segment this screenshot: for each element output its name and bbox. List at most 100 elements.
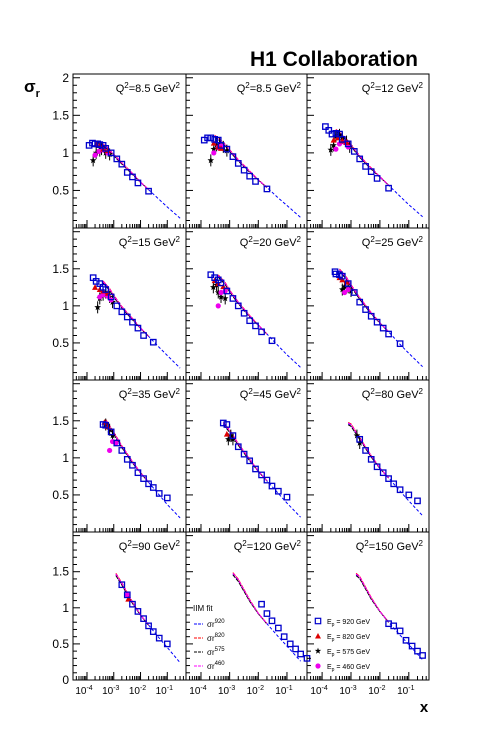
point-920-gev — [350, 289, 358, 296]
point-920-gev — [274, 624, 282, 632]
point-920-gev — [390, 622, 398, 630]
point-575-gev — [213, 141, 220, 149]
panel-q2-120-10: Q2=120 GeV2 — [185, 535, 311, 681]
point-920-gev — [234, 302, 242, 310]
point-920-gev — [356, 435, 364, 443]
point-920-gev — [274, 487, 282, 495]
point-575-gev — [223, 147, 231, 154]
panel-q2-80-8: Q2=80 GeV2 — [306, 383, 430, 533]
q2-label: Q2=120 GeV2 — [234, 539, 302, 553]
point-575-gev — [339, 286, 346, 293]
point-920-gev — [123, 313, 131, 321]
point-920-gev — [145, 187, 152, 195]
point-920-gev — [373, 463, 381, 471]
x-tick-label: 10-1 — [397, 685, 414, 697]
point-920-gev — [145, 480, 152, 488]
q2-label: Q2=8.5 GeV2 — [116, 81, 181, 95]
point-920-gev — [211, 136, 219, 143]
point-920-gev — [149, 338, 157, 346]
point-575-gev — [210, 283, 217, 291]
point-920-gev — [332, 270, 340, 278]
panel-q2-8-5-0: Q2=8.5 GeV2 — [72, 77, 187, 229]
point-920-gev — [129, 318, 136, 326]
point-920-gev — [338, 272, 346, 280]
point-920-gev — [217, 279, 225, 287]
point-920-gev — [107, 428, 115, 436]
point-920-gev — [113, 155, 121, 163]
y-axis-label: σr — [24, 77, 41, 100]
point-460-gev — [107, 447, 113, 454]
x-tick-label: 10-4 — [75, 685, 92, 697]
fit-curve-460 — [217, 275, 268, 335]
y-tick-label: 0.5 — [52, 183, 69, 197]
point-920-gev — [263, 185, 271, 193]
point-575-gev — [330, 141, 337, 149]
legend-marker-920 — [314, 617, 322, 625]
point-920-gev — [240, 450, 248, 458]
point-920-gev — [283, 493, 291, 501]
y-tick-label: 0.5 — [52, 336, 69, 350]
point-575-gev — [207, 156, 215, 164]
panel-q2-20-4: Q2=20 GeV2 — [185, 231, 308, 381]
point-920-gev — [163, 640, 171, 648]
point-920-gev — [414, 497, 421, 505]
point-920-gev — [350, 148, 358, 155]
point-920-gev — [240, 309, 248, 317]
y-tick-label: 1 — [62, 146, 69, 160]
point-920-gev — [332, 129, 340, 137]
y-tick-label: 0.5 — [52, 488, 69, 502]
panel-q2-150-11: Q2=150 GeV2 — [306, 535, 430, 681]
x-tick-label: 10-3 — [102, 685, 119, 697]
point-575-gev — [217, 293, 225, 300]
point-920-gev — [402, 636, 410, 644]
point-920-gev — [207, 134, 215, 142]
point-820-gev — [210, 139, 217, 146]
point-820-gev — [125, 595, 132, 602]
point-575-gev — [92, 149, 100, 156]
point-920-gev — [258, 600, 265, 608]
point-575-gev — [221, 294, 229, 302]
point-920-gev — [338, 136, 346, 143]
point-920-gev — [408, 642, 416, 650]
point-575-gev — [89, 156, 97, 164]
point-920-gev — [129, 173, 136, 181]
point-920-gev — [102, 421, 110, 429]
x-tick-label: 10-1 — [275, 685, 292, 697]
point-920-gev — [396, 486, 404, 494]
point-920-gev — [373, 318, 381, 326]
point-460-gev — [92, 152, 98, 158]
point-820-gev — [330, 136, 337, 143]
panel-q2-8-5-1: Q2=8.5 GeV2 — [185, 77, 308, 229]
point-460-gev — [218, 289, 224, 296]
point-920-gev — [149, 628, 157, 635]
point-575-gev — [210, 145, 218, 152]
point-920-gev — [155, 634, 163, 642]
y-tick-label: 1.5 — [52, 262, 69, 276]
point-920-gev — [134, 179, 142, 187]
fit-curve-920 — [217, 275, 301, 368]
y-tick-label: 1 — [62, 451, 69, 465]
point-920-gev — [129, 461, 136, 469]
fit-curve-920 — [105, 420, 181, 519]
point-920-gev — [123, 455, 131, 463]
point-920-gev — [134, 469, 142, 477]
point-920-gev — [123, 169, 131, 176]
point-920-gev — [234, 443, 242, 451]
point-920-gev — [223, 287, 231, 295]
point-920-gev — [367, 455, 375, 463]
point-920-gev — [246, 172, 254, 180]
point-920-gev — [118, 160, 126, 168]
panel-q2-12-2: Q2=12 GeV2 — [306, 77, 430, 229]
q2-label: Q2=8.5 GeV2 — [237, 81, 302, 95]
point-575-gev — [94, 303, 101, 311]
point-920-gev — [219, 419, 227, 427]
fit-curve-460 — [115, 573, 149, 626]
x-tick-label: 10-2 — [129, 685, 146, 697]
point-575-gev — [353, 432, 361, 439]
point-920-gev — [268, 482, 276, 490]
legend-marker-820 — [315, 633, 321, 639]
fit-curve-575 — [355, 575, 389, 623]
point-575-gev — [216, 140, 223, 147]
fit-curve-460 — [102, 281, 149, 337]
